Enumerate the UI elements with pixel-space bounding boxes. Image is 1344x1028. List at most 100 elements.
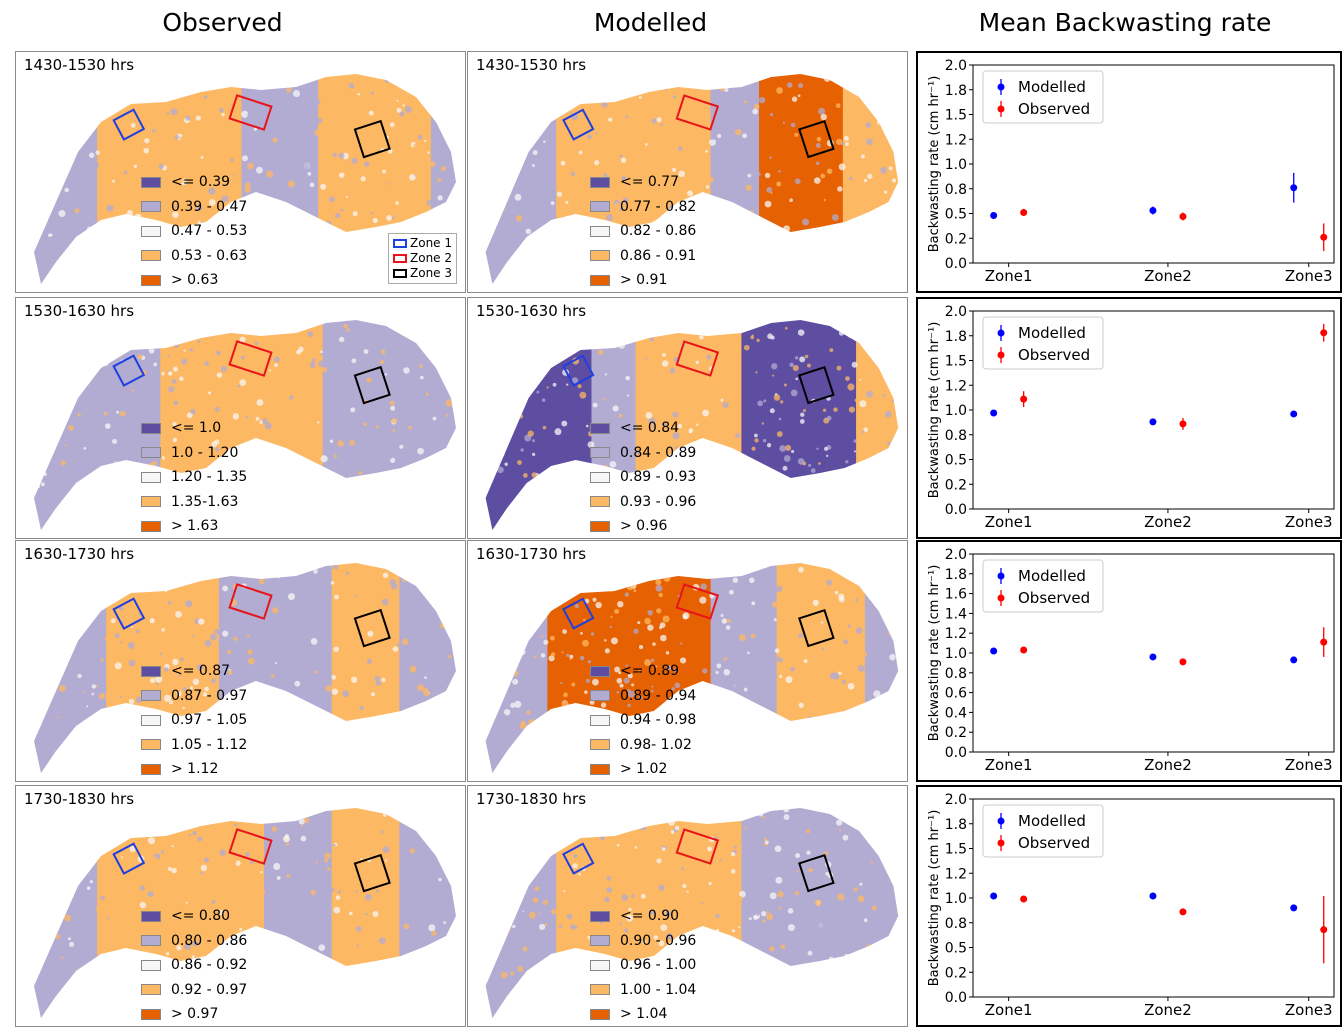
legend-item: 0.97 - 1.05 [141,708,247,733]
zone-legend-text: Zone 1 [410,236,452,250]
y-tick-label: 0.6 [945,686,967,702]
zone-legend-item: Zone 2 [393,251,452,266]
modelled-column-title: Modelled [593,8,708,37]
y-tick-label: 1.5 [945,108,967,124]
legend-text: 1.0 - 1.20 [171,444,239,461]
class-legend: <= 0.90 0.90 - 0.96 0.96 - 1.00 1.00 - 1.04… [590,904,696,1027]
y-tick-label: 1.2 [945,866,967,882]
legend-text: > 0.96 [620,518,668,535]
y-tick-label: 0.2 [945,231,967,247]
zone3-box [353,853,391,893]
chart-panel: 0.0 0.2 0.4 0.6 0.8 1.0 1.2 1.4 1.6 1.8 2.0 Backwas… [916,540,1342,782]
legend-swatch [141,984,161,996]
chart-panel: 0.0 0.2 0.5 0.8 1.0 1.2 1.5 1.8 2.0 Backwasting r… [916,785,1342,1027]
legend-text: 0.97 - 1.05 [171,712,248,729]
legend-text: 1.05 - 1.12 [171,736,248,753]
y-tick-label: 0.2 [945,725,967,741]
y-tick-label: 1.2 [945,378,967,394]
time-label: 1430-1530 hrs [476,56,587,74]
legend-item: <= 0.84 [590,416,696,441]
legend-label: Modelled [1018,567,1086,585]
zone2-box [675,94,720,131]
y-tick-label: 0.2 [945,965,967,981]
zone-legend: Zone 1 Zone 2 Zone 3 [388,233,457,284]
chart-legend: Modelled Observed [982,559,1104,613]
legend-swatch [590,690,610,702]
legend-swatch [590,910,610,922]
legend-swatch [141,714,161,726]
chart-panel: 0.0 0.2 0.5 0.8 1.0 1.2 1.5 1.8 2.0 Backwasting r… [916,297,1342,539]
y-tick-label: 2.0 [945,304,967,320]
legend-item: 0.96 - 1.00 [590,953,696,978]
y-tick-label: 2.0 [945,547,967,563]
modelled-point [990,892,998,900]
modelled-point [990,211,998,219]
x-tick-label: Zone3 [1285,513,1333,531]
time-label: 1630-1730 hrs [476,545,587,563]
zone2-box [675,583,720,620]
x-tick-label: Zone1 [985,513,1033,531]
modelled-point [1290,184,1298,192]
zone1-box [562,597,595,630]
legend-swatch [141,201,161,213]
y-tick-label: 0.5 [945,207,967,223]
legend-text: 0.84 - 0.89 [620,444,697,461]
legend-item: 0.98- 1.02 [590,733,696,758]
legend-text: 0.86 - 0.91 [620,247,697,264]
legend-item: 1.20 - 1.35 [141,465,247,490]
observed-panel: 1530-1630 hrs <= 1.0 1.0 - 1.20 1.20 - 1.35… [15,297,466,539]
y-tick-label: 0.8 [945,182,967,198]
y-tick-label: 1.5 [945,842,967,858]
y-tick-label: 0.5 [945,941,967,957]
zone3-box [798,853,835,893]
x-tick-label: Zone2 [1144,513,1192,531]
legend-item: <= 1.0 [141,416,247,441]
legend-swatch [590,447,610,459]
y-axis-label: Backwasting rate (cm hr⁻¹) [927,322,942,499]
glacier-map [34,563,456,773]
y-tick-label: 1.8 [945,83,967,99]
legend-item: 0.53 - 0.63 [141,244,247,269]
y-tick-label: 0.8 [945,916,967,932]
legend-swatch [590,471,610,483]
glacier-map [485,74,899,284]
legend-swatch [141,690,161,702]
chart-panel: 0.0 0.2 0.5 0.8 1.0 1.2 1.5 1.8 2.0 Backwasting r… [916,51,1342,293]
legend-swatch [590,422,610,434]
legend-swatch [141,520,161,532]
y-axis-label: Backwasting rate (cm hr⁻¹) [927,76,942,253]
modelled-point [990,647,998,655]
legend-text: 0.53 - 0.63 [171,247,248,264]
legend-swatch [590,274,610,286]
time-label: 1530-1630 hrs [24,302,135,320]
legend-swatch [141,959,161,971]
legend-text: > 1.04 [620,1006,668,1023]
legend-item: > 0.63 [141,268,247,293]
legend-item: > 1.04 [590,1002,696,1027]
legend-swatch [590,959,610,971]
backwasting-chart: 0.0 0.2 0.4 0.6 0.8 1.0 1.2 1.4 1.6 1.8 2.0Backwas… [927,547,1335,774]
legend-label: Observed [1018,346,1090,364]
legend-text: 1.35-1.63 [171,493,239,510]
zone2-box [675,340,720,377]
legend-swatch [590,984,610,996]
legend-swatch [590,496,610,508]
y-axis-label: Backwasting rate (cm hr⁻¹) [927,810,942,987]
y-tick-label: 0.8 [945,666,967,682]
observed-point [1320,233,1328,241]
modelled-point [1149,892,1157,900]
observed-panel: 1730-1830 hrs <= 0.80 0.80 - 0.86 0.86 - 0.… [15,785,466,1027]
zone1-box [112,354,146,387]
legend-swatch [141,935,161,947]
legend-text: 0.98- 1.02 [620,736,692,753]
legend-item: 0.39 - 0.47 [141,195,247,220]
legend-item: > 0.97 [141,1002,247,1027]
class-legend: <= 1.0 1.0 - 1.20 1.20 - 1.35 1.35-1.63 > 1.… [141,416,247,539]
y-tick-label: 1.0 [945,157,967,173]
legend-swatch [590,739,610,751]
y-tick-label: 0.0 [945,990,967,1006]
modelled-point [1149,653,1157,661]
legend-text: <= 1.0 [171,420,222,437]
legend-item: <= 0.77 [590,170,696,195]
legend-text: 0.94 - 0.98 [620,712,697,729]
